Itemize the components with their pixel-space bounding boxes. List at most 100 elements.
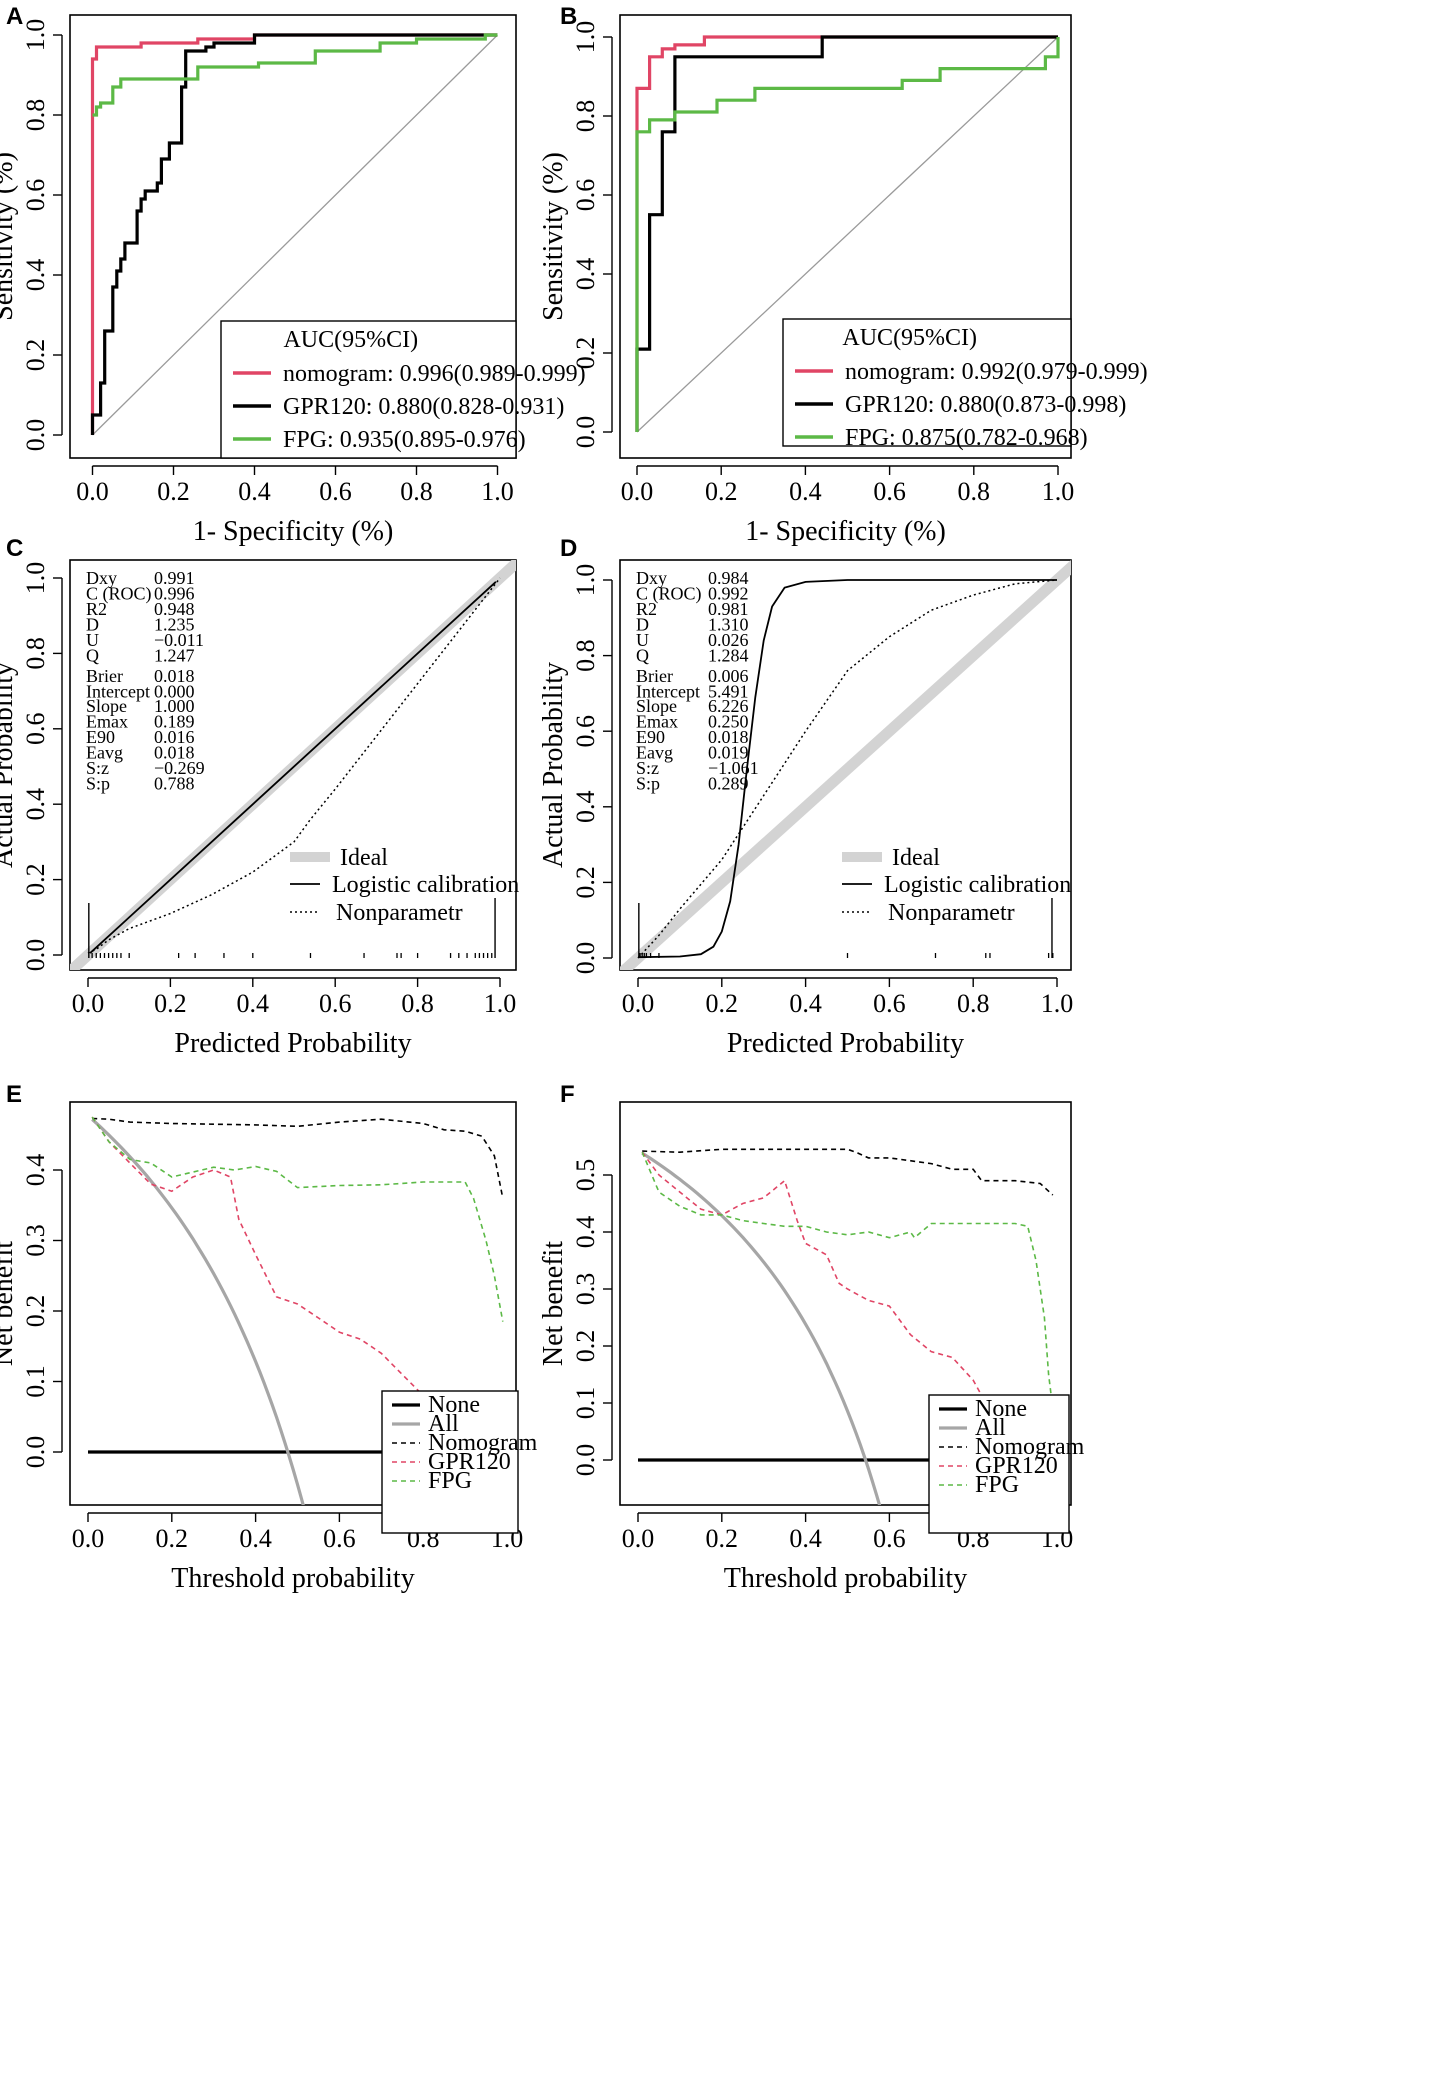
stat-name: D [636, 615, 649, 635]
stat-name: C (ROC) [636, 584, 702, 605]
legend: AUC(95%CI) nomogram: 0.996(0.989-0.999) GP… [220, 320, 586, 459]
nonparametric-line [87, 577, 501, 954]
stat-value: 5.491 [708, 682, 749, 702]
y-tick-label: 0.0 [21, 1436, 50, 1469]
x-tick-label: 0.0 [72, 1524, 105, 1553]
stat-value: 0.019 [708, 743, 749, 763]
ideal-line [620, 560, 1071, 970]
legend-label: None [975, 1396, 1027, 1422]
stat-value: −1.061 [708, 758, 759, 778]
legend-label: FPG [975, 1472, 1019, 1498]
curve-all [91, 1118, 305, 1505]
legend-label: Logistic calibration [332, 872, 519, 898]
y-axis-label: Actual Probability [0, 662, 19, 868]
roc-curve-fpg [92, 33, 498, 117]
plot-frame [619, 14, 1072, 459]
panel-b: B 0.0 0.2 0.4 0.6 0.8 1.0 0.0 0.2 0.4 0.6 0.8 1.0 1- … [538, 3, 1148, 547]
stat-name: S:z [636, 758, 659, 778]
stat-name: R2 [86, 599, 107, 619]
stat-name: Dxy [636, 568, 667, 588]
x-tick-label: 0.6 [319, 477, 352, 506]
stat-name: Q [86, 646, 99, 666]
y-axis-label: Sensitivity (%) [0, 152, 19, 321]
plot-area [620, 560, 1071, 970]
legend-label: GPR120: 0.880(0.828-0.931) [283, 394, 564, 420]
panel-letter: B [560, 3, 577, 30]
diagonal-reference [636, 36, 1059, 433]
stat-value: 0.189 [154, 712, 195, 732]
legend-label: Logistic calibration [884, 872, 1071, 898]
stat-value: 0.788 [154, 774, 195, 794]
stat-name: Slope [636, 696, 677, 716]
y-tick-label: 0.2 [571, 866, 600, 899]
x-tick-label: 0.4 [789, 1524, 822, 1553]
plot-area [70, 560, 516, 970]
curve-nomogram [642, 1148, 1054, 1196]
stat-name: R2 [636, 599, 657, 619]
y-tick-label: 0.0 [571, 1444, 600, 1477]
panel-d: D 0.0 0.2 0.4 0.6 0.8 1.0 0.0 0.2 0.4 0.6 0.8 1.0 Pre… [538, 535, 1073, 1059]
panel-letter: A [6, 3, 23, 30]
legend-label: GPR120: 0.880(0.873-0.998) [845, 392, 1126, 418]
y-tick-label: 0.6 [21, 713, 50, 746]
stat-name: S:p [636, 774, 660, 794]
stat-value: 0.981 [708, 599, 749, 619]
roc-curve-gpr120 [635, 35, 1058, 432]
stat-value: 1.284 [708, 646, 749, 666]
y-tick-label: 1.0 [21, 19, 50, 52]
diagonal-reference [92, 34, 498, 436]
y-tick-label: 0.5 [571, 1159, 600, 1192]
y-tick-label: 0.0 [21, 419, 50, 452]
y-tick-label: 1.0 [571, 21, 600, 54]
y-tick-label: 0.2 [571, 337, 600, 370]
x-axis-label: Threshold probability [724, 1563, 967, 1594]
stat-value: 0.992 [708, 584, 749, 604]
legend-label: FPG: 0.875(0.782-0.968) [845, 425, 1088, 451]
y-tick-label: 1.0 [571, 564, 600, 597]
legend-label: FPG [428, 1468, 472, 1494]
nonparametric-line [637, 579, 1058, 959]
legend-label: None [428, 1392, 480, 1418]
plot-frame [69, 559, 517, 971]
x-tick-label: 0.8 [401, 989, 434, 1018]
y-tick-label: 0.6 [571, 179, 600, 212]
legend-label: nomogram: 0.992(0.979-0.999) [845, 359, 1148, 385]
x-axis-label: Predicted Probability [174, 1028, 411, 1059]
y-tick-label: 0.8 [571, 639, 600, 672]
x-tick-label: 1.0 [484, 989, 517, 1018]
stat-value: 0.948 [154, 599, 195, 619]
x-tick-label: 0.0 [72, 989, 105, 1018]
stat-name: Brier [86, 666, 123, 686]
curve-fpg [91, 1116, 504, 1322]
x-tick-label: 0.8 [957, 989, 990, 1018]
stat-name: Emax [636, 712, 678, 732]
y-tick-label: 0.2 [21, 863, 50, 896]
panel-letter: D [560, 535, 577, 562]
logistic-calibration-line [89, 581, 497, 954]
stat-name: C (ROC) [86, 584, 152, 605]
stat-name: U [636, 630, 649, 650]
roc-curve-fpg [635, 37, 1060, 432]
x-tick-label: 0.2 [154, 989, 187, 1018]
legend-box [782, 318, 1072, 447]
stat-name: Intercept [636, 682, 700, 702]
stat-value: 0.991 [154, 568, 195, 588]
stat-value: 6.226 [708, 696, 749, 716]
x-tick-label: 0.6 [873, 477, 906, 506]
x-tick-label: 1.0 [1042, 477, 1075, 506]
x-tick-label: 0.8 [400, 477, 433, 506]
legend-label: Nomogram [428, 1430, 538, 1456]
stat-value: 1.310 [708, 615, 749, 635]
x-tick-label: 0.6 [873, 1524, 906, 1553]
x-tick-label: 0.2 [156, 1524, 189, 1553]
logistic-calibration-line [637, 579, 1057, 959]
x-tick-label: 0.2 [706, 1524, 739, 1553]
plot-frame [619, 559, 1072, 971]
x-tick-label: 0.8 [958, 477, 991, 506]
panel-a: A 0.0 0.2 0.4 0.6 0.8 1.0 0.0 0.2 0.4 0.6 0.8 1.0 1- … [0, 3, 586, 547]
stat-name: U [86, 630, 99, 650]
